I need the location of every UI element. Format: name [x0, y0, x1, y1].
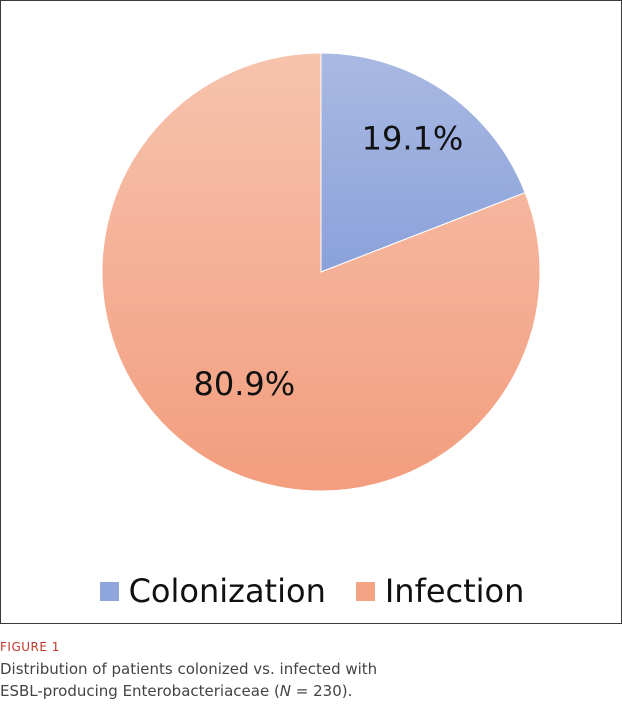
figure-number: FIGURE 1: [0, 640, 60, 654]
caption-text: Distribution of patients colonized vs. i…: [0, 658, 420, 702]
pie-chart: 19.1% 80.9%: [101, 52, 541, 492]
legend-label-colonization: Colonization: [128, 572, 326, 610]
pie-slice-infection: [101, 52, 541, 492]
data-label-infection: 80.9%: [193, 365, 295, 403]
pie-slice-colonization: [320, 52, 526, 273]
legend-item-colonization: Colonization: [99, 572, 326, 610]
legend-label-infection: Infection: [384, 572, 525, 610]
caption-n-symbol: N: [279, 682, 292, 700]
figure-frame: 19.1% 80.9% Colonization Infection: [0, 0, 622, 624]
legend: Colonization Infection: [1, 569, 622, 613]
legend-swatch-colonization: [99, 581, 119, 601]
caption-text-before: Distribution of patients colonized vs. i…: [0, 660, 378, 700]
figure-caption: FIGURE 1 Distribution of patients coloni…: [0, 640, 622, 702]
legend-swatch-infection: [355, 581, 375, 601]
caption-text-after: = 230).: [291, 682, 353, 700]
data-label-colonization: 19.1%: [362, 119, 464, 157]
legend-item-infection: Infection: [355, 572, 525, 610]
